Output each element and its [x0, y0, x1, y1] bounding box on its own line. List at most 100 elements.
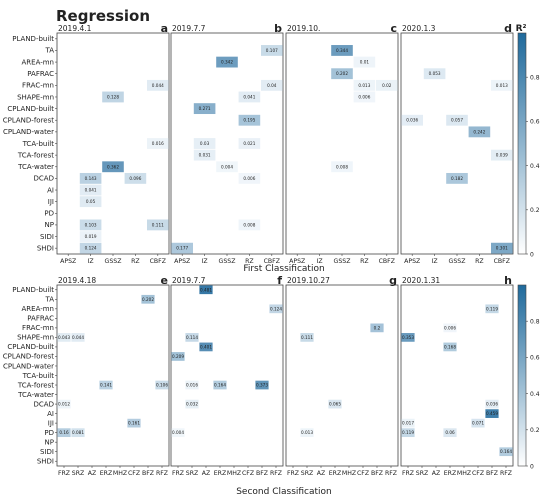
x-tick-label: GSSZ: [449, 258, 466, 265]
cell-value-label: 0.021: [243, 141, 255, 146]
cell-value-label: 0.071: [472, 421, 484, 426]
heatmap-cell: [300, 333, 314, 342]
y-tick-label: AREA-mn: [22, 305, 55, 313]
colorbar-tick-label: 0.6: [530, 119, 540, 126]
cell-value-label: 0.006: [358, 94, 370, 99]
y-tick-label: IJI: [48, 198, 54, 206]
cell-value-label: 0.031: [199, 153, 211, 158]
heatmap-cell: [102, 91, 124, 103]
x-tick-label: SRZ: [301, 470, 313, 477]
heatmap-cell: [99, 380, 113, 390]
y-tick-label: AI: [47, 186, 54, 194]
x-tick-label: ERZ: [100, 470, 112, 477]
x-tick-label: AZ: [88, 470, 96, 477]
y-tick-label: PD: [44, 210, 54, 218]
second-classification-title: Second Classification: [236, 487, 332, 497]
y-tick-label: TCA-built: [22, 372, 55, 380]
colorbar-tick-label: 0.4: [530, 163, 540, 170]
heatmap-cell: [485, 399, 499, 409]
y-tick-label: CPLAND-water: [3, 128, 54, 136]
colorbar-tick-label: 0.8: [530, 75, 540, 82]
heatmap-cell: [370, 323, 384, 333]
cell-value-label: 0.119: [402, 430, 414, 435]
heatmap-cell: [238, 91, 261, 103]
x-tick-label: CBFZ: [379, 258, 395, 265]
colorbar-gradient: [517, 32, 527, 255]
x-tick-label: RFZ: [500, 470, 512, 477]
y-tick-label: TA: [44, 296, 54, 304]
cell-value-label: 0.168: [444, 344, 456, 349]
heatmap-cell: [255, 380, 269, 390]
heatmap-cell: [79, 219, 102, 231]
x-tick-label: ERZ: [444, 470, 456, 477]
heatmap-cell: [423, 68, 446, 80]
panel-d: 2020.1.3 d 0.053 0.013 0.036 0.057 0.242 0.039 0…: [400, 22, 514, 265]
y-tick-label: AREA-mn: [22, 58, 55, 66]
heatmap-cell: [147, 138, 169, 149]
cell-value-label: 0.119: [486, 306, 498, 311]
y-tick-label: CPLAND-built: [7, 343, 54, 351]
cell-value-label: 0.202: [142, 297, 154, 302]
heatmap-cell: [468, 126, 491, 138]
x-tick-label: BFZ: [371, 470, 383, 477]
figure-title: Regression: [56, 7, 150, 25]
x-tick-label: FRZ: [172, 470, 184, 477]
cell-value-label: 0.182: [451, 176, 463, 181]
panel-frame: [400, 284, 514, 467]
x-tick-label: IZ: [88, 258, 94, 265]
y-tick-label: PLAND-built: [12, 286, 54, 294]
colorbar-tick-label: 0.2: [530, 207, 540, 214]
y-tick-label: TCA-forest: [17, 151, 54, 159]
heatmap-cell: [71, 333, 85, 342]
y-tick-label: IJI: [48, 419, 54, 427]
y-tick-label: CPLAND-forest: [3, 353, 55, 361]
cell-value-label: 0.006: [444, 325, 456, 330]
x-tick-label: CFZ: [472, 470, 484, 477]
x-tick-label: ERZ: [214, 470, 226, 477]
heatmap-cell: [216, 161, 238, 173]
x-tick-label: CFZ: [128, 470, 140, 477]
panel-h: 2020.1.31 h 0.119 0.006 0.353 0.168 0.036 0.459…: [400, 274, 514, 477]
panel-frame: [285, 284, 399, 467]
cell-value-label: 0.004: [221, 164, 233, 169]
heatmap-cell: [443, 323, 457, 333]
y-tick-label: TA: [44, 47, 54, 55]
heatmap-cell: [216, 56, 238, 68]
y-tick-label: TCA-forest: [17, 381, 54, 389]
cell-value-label: 0.16: [59, 430, 69, 435]
panel-frame: [170, 284, 284, 467]
cell-value-label: 0.111: [152, 222, 164, 227]
cell-value-label: 0.124: [85, 246, 97, 251]
x-tick-label: IZ: [202, 258, 208, 265]
heatmap-cell: [171, 428, 185, 438]
y-tick-label: SHAPE-mn: [17, 334, 54, 342]
x-tick-label: MHZ: [342, 470, 356, 477]
panel-frame: [56, 284, 170, 467]
heatmap-cell: [261, 45, 283, 56]
cell-value-label: 0.103: [85, 222, 97, 227]
heatmap-cell: [79, 184, 102, 196]
panel-a: 2019.4.1 a 0.044 0.128 0.016 0.362 0.143 0.096 0…: [3, 22, 170, 265]
x-tick-label: BFZ: [486, 470, 498, 477]
heatmap-cell: [79, 231, 102, 242]
cell-value-label: 0.016: [186, 383, 198, 388]
cell-value-label: 0.036: [486, 402, 498, 407]
x-tick-label: CBFZ: [494, 258, 510, 265]
x-tick-label: AZ: [202, 470, 210, 477]
first-classification-title: First Classification: [243, 264, 324, 274]
cell-value-label: 0.065: [329, 402, 341, 407]
y-tick-label: TCA-built: [22, 140, 55, 148]
panel-title: 2019.4.1: [58, 24, 92, 33]
panel-letter: e: [161, 274, 168, 287]
cell-value-label: 0.271: [199, 106, 211, 111]
cell-value-label: 0.301: [496, 246, 508, 251]
x-tick-label: SRZ: [186, 470, 198, 477]
x-tick-label: AZ: [432, 470, 440, 477]
cell-value-label: 0.2: [374, 325, 381, 330]
heatmap-cell: [193, 103, 216, 115]
x-tick-label: FRZ: [58, 470, 70, 477]
heatmap-cell: [331, 45, 353, 56]
x-tick-label: ERZ: [329, 470, 341, 477]
heatmap-cell: [193, 138, 216, 149]
